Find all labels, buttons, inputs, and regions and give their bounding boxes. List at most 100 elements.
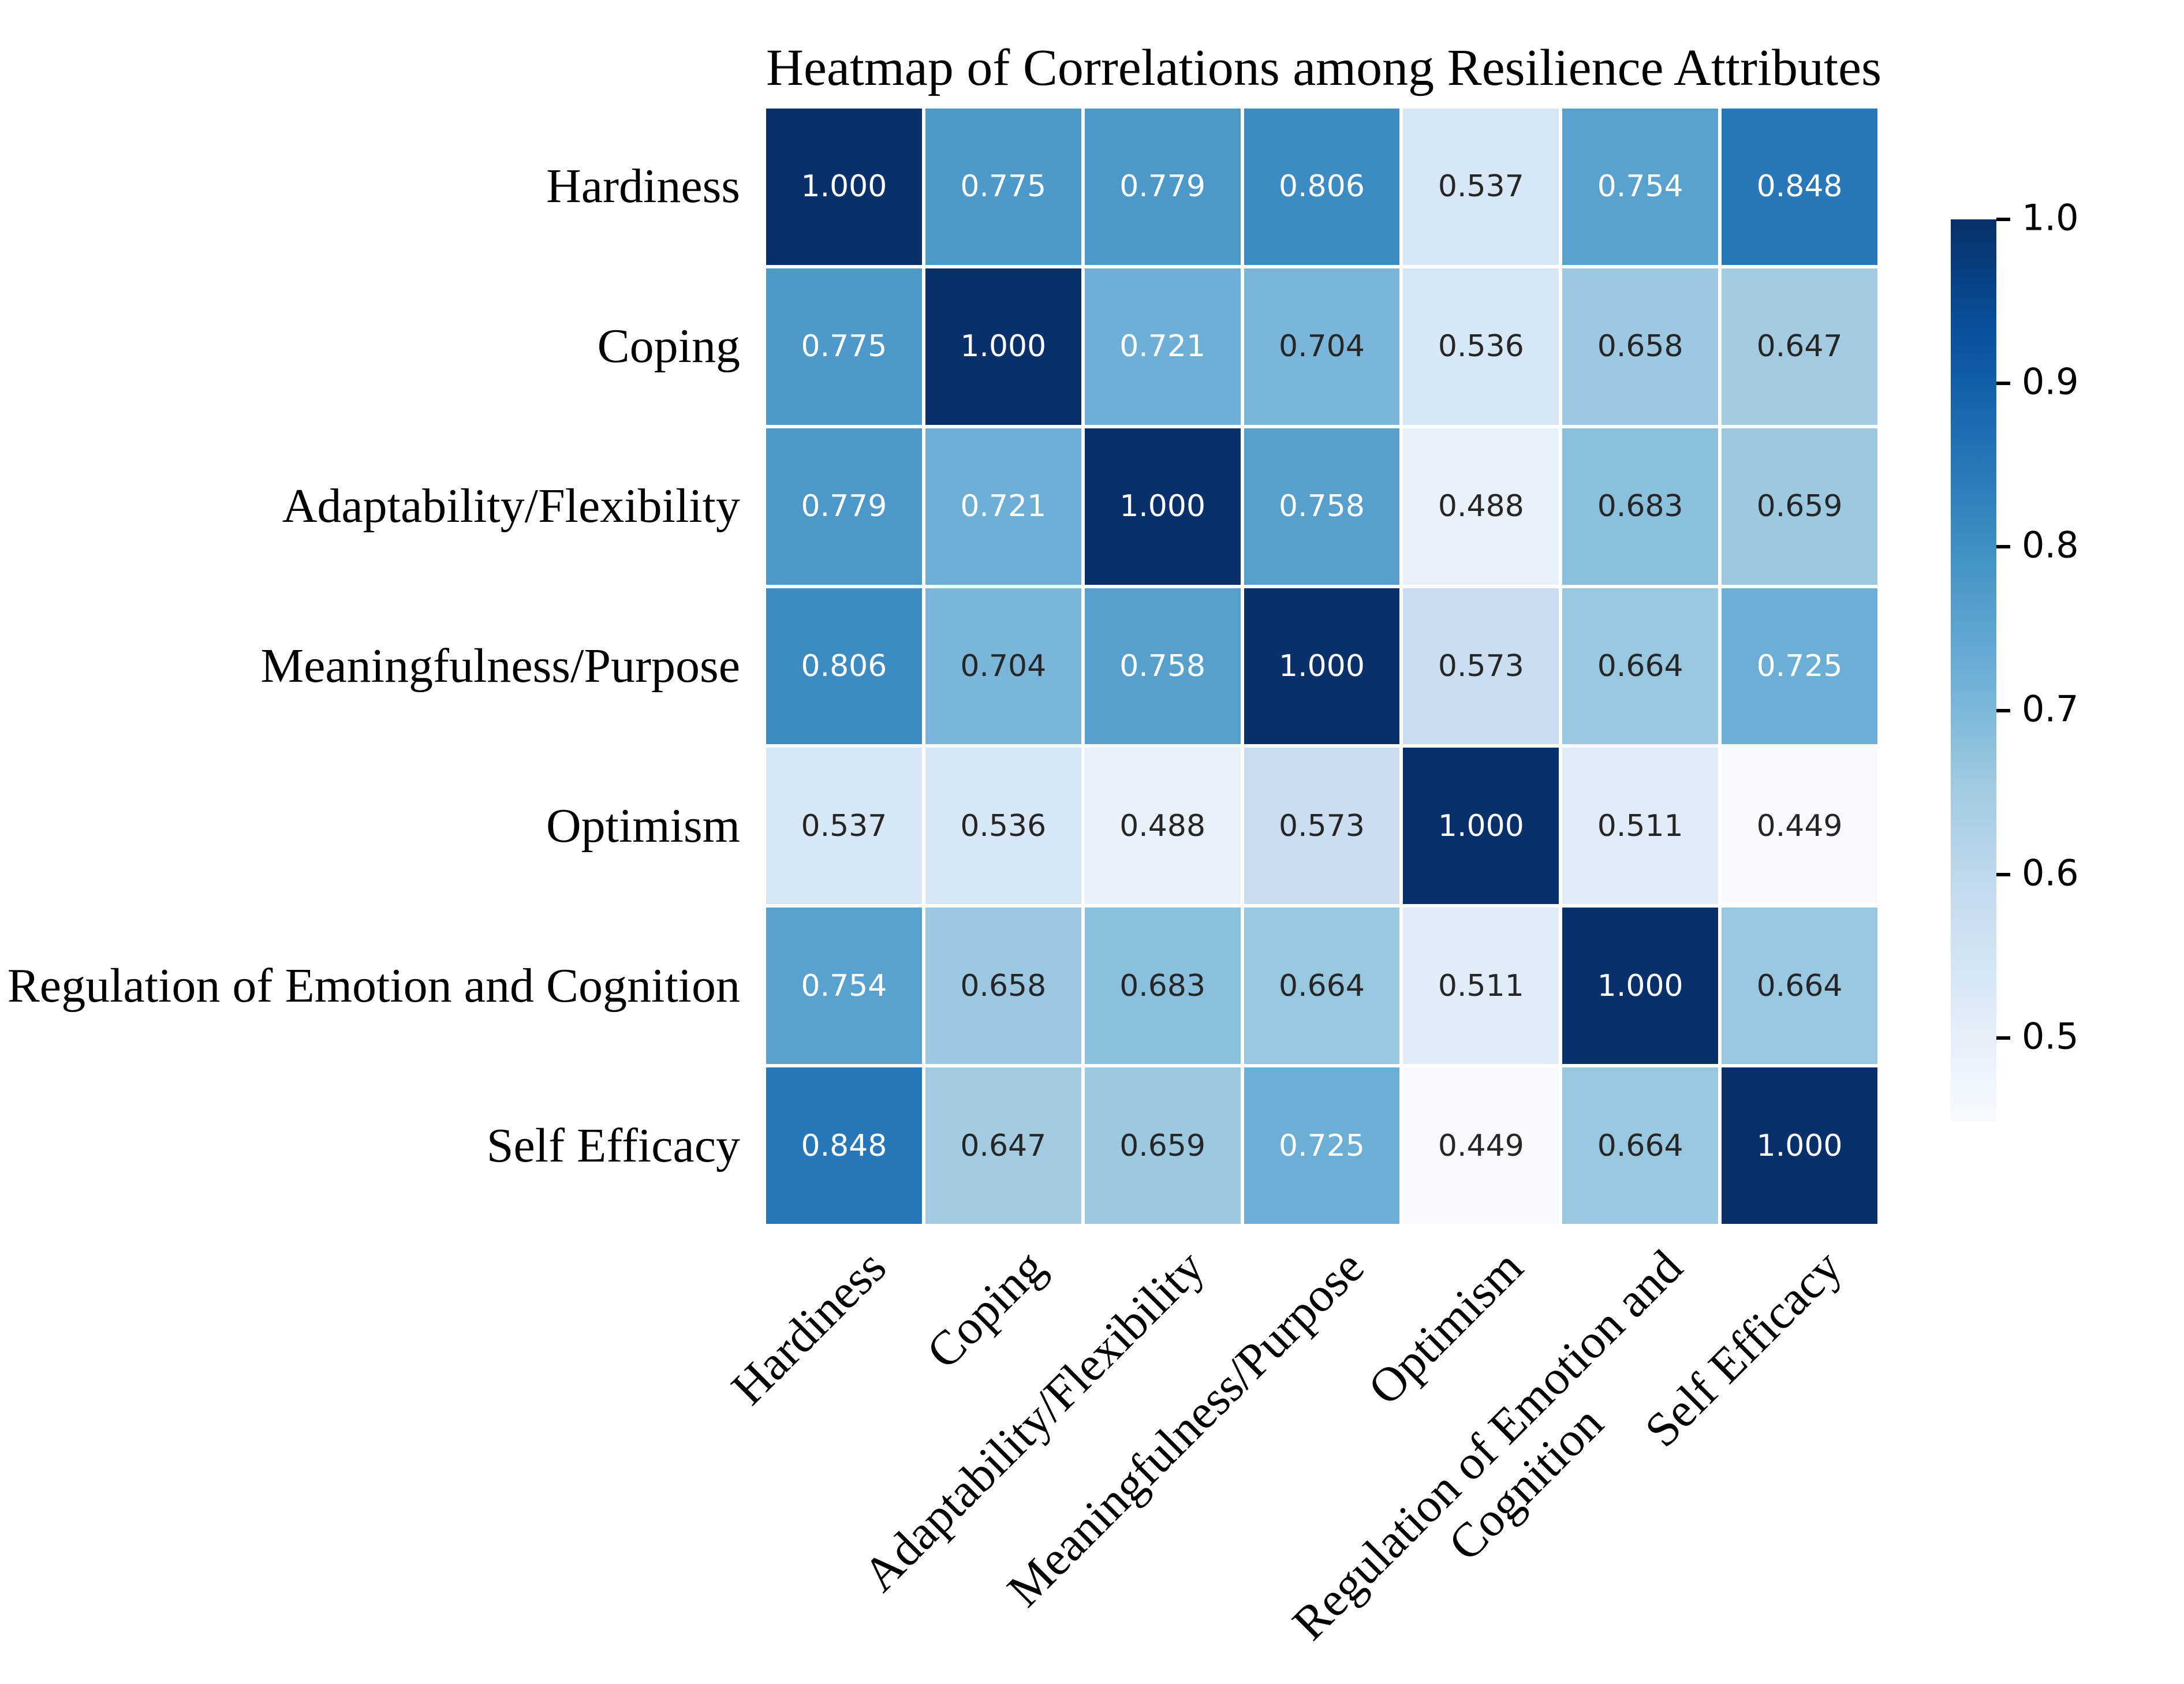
heatmap-cell: 0.537 (1403, 109, 1559, 265)
heatmap-cell: 0.664 (1244, 908, 1400, 1065)
cell-value: 0.721 (960, 489, 1047, 524)
cell-value: 0.511 (1438, 968, 1524, 1003)
heatmap-cell: 0.848 (766, 1067, 922, 1224)
y-tick-label: Meaningfulness/Purpose (260, 639, 740, 693)
cell-value: 0.573 (1438, 648, 1524, 684)
heatmap-cell: 1.000 (925, 268, 1081, 425)
cell-value: 0.683 (1597, 489, 1683, 524)
cell-value: 0.664 (1597, 1128, 1683, 1163)
heatmap-cell: 0.758 (1084, 588, 1241, 745)
colorbar-tick-label: 0.6 (2022, 852, 2079, 894)
cell-value: 0.537 (1438, 169, 1524, 204)
cell-value: 0.704 (960, 648, 1047, 684)
heatmap-cell: 0.659 (1084, 1067, 1241, 1224)
heatmap-cell: 0.658 (925, 908, 1081, 1065)
heatmap-cell: 0.775 (925, 109, 1081, 265)
heatmap-cell: 1.000 (766, 109, 922, 265)
cell-value: 0.488 (1438, 489, 1524, 524)
cell-value: 0.806 (801, 648, 887, 684)
colorbar-tick (1996, 872, 2010, 876)
y-tick-label: Optimism (546, 798, 740, 853)
cell-value: 0.758 (1279, 489, 1365, 524)
heatmap-cell: 1.000 (1084, 428, 1241, 585)
x-tick-label: Hardiness (721, 1240, 897, 1416)
cell-value: 0.779 (801, 489, 887, 524)
heatmap-cell: 0.664 (1562, 1067, 1719, 1224)
cell-value: 0.754 (1597, 169, 1683, 204)
heatmap-cell: 0.511 (1403, 908, 1559, 1065)
cell-value: 1.000 (1279, 648, 1365, 684)
heatmap-cell: 0.488 (1403, 428, 1559, 585)
heatmap-cell: 0.779 (766, 428, 922, 585)
heatmap-cell: 0.536 (925, 748, 1081, 905)
y-tick-label: Hardiness (546, 159, 740, 214)
cell-value: 0.758 (1119, 648, 1206, 684)
heatmap-cell: 0.664 (1562, 588, 1719, 745)
heatmap-cell: 0.573 (1403, 588, 1559, 745)
cell-value: 1.000 (1119, 489, 1206, 524)
cell-value: 0.647 (960, 1128, 1047, 1163)
heatmap-cell: 0.537 (766, 748, 922, 905)
cell-value: 0.664 (1756, 968, 1843, 1003)
cell-value: 0.725 (1279, 1128, 1365, 1163)
colorbar-tick (1996, 545, 2010, 549)
heatmap-grid: 1.000 0.775 0.779 0.806 0.537 0.754 0.848 0.775… (766, 109, 1877, 1224)
colorbar-tick (1996, 218, 2010, 221)
heatmap-cell: 0.704 (925, 588, 1081, 745)
heatmap-cell: 1.000 (1403, 748, 1559, 905)
colorbar-tick (1996, 708, 2010, 712)
heatmap-cell: 0.721 (925, 428, 1081, 585)
cell-value: 0.664 (1597, 648, 1683, 684)
cell-value: 0.536 (1438, 329, 1524, 364)
heatmap-cell: 0.806 (1244, 109, 1400, 265)
heatmap-cell: 0.779 (1084, 109, 1241, 265)
heatmap-cell: 0.725 (1722, 588, 1877, 745)
heatmap-cell: 0.647 (925, 1067, 1081, 1224)
cell-value: 0.449 (1756, 808, 1843, 843)
cell-value: 0.848 (801, 1128, 887, 1163)
heatmap-cell: 0.683 (1562, 428, 1719, 585)
cell-value: 0.775 (960, 169, 1047, 204)
y-tick-label: Regulation of Emotion and Cognition (7, 958, 740, 1013)
heatmap-cell: 1.000 (1244, 588, 1400, 745)
cell-value: 0.779 (1119, 169, 1206, 204)
cell-value: 1.000 (1756, 1128, 1843, 1163)
heatmap-cell: 0.725 (1244, 1067, 1400, 1224)
heatmap-cell: 1.000 (1722, 1067, 1877, 1224)
cell-value: 0.537 (801, 808, 887, 843)
cell-value: 0.754 (801, 968, 887, 1003)
heatmap-cell: 0.721 (1084, 268, 1241, 425)
colorbar-tick-label: 1.0 (2022, 196, 2079, 239)
chart-title: Heatmap of Correlations among Resilience… (766, 39, 1882, 96)
cell-value: 0.721 (1119, 329, 1206, 364)
x-tick-label: Coping (916, 1240, 1056, 1379)
cell-value: 0.704 (1279, 329, 1365, 364)
cell-value: 0.664 (1279, 968, 1365, 1003)
heatmap-cell: 0.848 (1722, 109, 1877, 265)
heatmap-cell: 0.683 (1084, 908, 1241, 1065)
colorbar-tick-label: 0.7 (2022, 688, 2079, 730)
colorbar-tick-label: 0.8 (2022, 524, 2079, 566)
cell-value: 0.848 (1756, 169, 1843, 204)
heatmap-cell: 0.758 (1244, 428, 1400, 585)
cell-value: 0.806 (1279, 169, 1365, 204)
y-tick-label: Self Efficacy (486, 1118, 740, 1173)
heatmap-cell: 0.806 (766, 588, 922, 745)
heatmap-cell: 0.647 (1722, 268, 1877, 425)
y-tick-label: Adaptability/Flexibility (282, 479, 740, 533)
colorbar-tick-label: 0.5 (2022, 1015, 2079, 1058)
heatmap-cell: 0.573 (1244, 748, 1400, 905)
cell-value: 0.573 (1279, 808, 1365, 843)
cell-value: 1.000 (801, 169, 887, 204)
colorbar-tick-label: 0.9 (2022, 360, 2079, 403)
heatmap-cell: 0.449 (1722, 748, 1877, 905)
heatmap-cell: 0.488 (1084, 748, 1241, 905)
y-tick-label: Coping (597, 319, 740, 374)
heatmap-cell: 0.511 (1562, 748, 1719, 905)
cell-value: 0.658 (1597, 329, 1683, 364)
cell-value: 0.647 (1756, 329, 1843, 364)
cell-value: 1.000 (1597, 968, 1683, 1003)
cell-value: 0.449 (1438, 1128, 1524, 1163)
heatmap-cell: 0.659 (1722, 428, 1877, 585)
x-tick-label: Regulation of Emotion and Cognition (1282, 1240, 1693, 1651)
